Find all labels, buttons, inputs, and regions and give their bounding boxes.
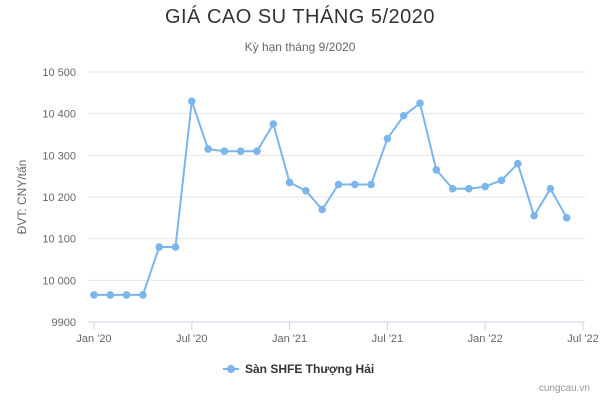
- data-point: [285, 178, 294, 187]
- data-point: [351, 180, 359, 189]
- data-point: [253, 147, 261, 155]
- data-point: [204, 145, 212, 153]
- legend-symbol-marker: [227, 365, 235, 373]
- x-tick-label: Jan '22: [468, 333, 503, 345]
- chart-title: GIÁ CAO SU THÁNG 5/2020: [164, 6, 436, 28]
- data-point: [497, 176, 506, 185]
- data-point: [383, 134, 392, 143]
- data-point: [399, 111, 408, 120]
- data-point: [367, 180, 375, 189]
- data-point: [302, 186, 310, 195]
- data-point: [481, 182, 490, 191]
- data-point: [188, 97, 196, 105]
- data-point: [171, 243, 180, 251]
- data-point: [465, 184, 473, 193]
- data-point: [514, 159, 522, 168]
- x-tick-label: Jan '20: [76, 333, 111, 345]
- data-point: [269, 120, 278, 128]
- data-point: [334, 180, 343, 189]
- x-tick-label: Jan '21: [272, 333, 307, 345]
- data-point: [432, 166, 441, 174]
- data-point: [155, 243, 163, 251]
- y-tick-label: 10 200: [42, 192, 76, 204]
- y-tick-label: 10 400: [42, 109, 76, 121]
- x-tick-label: Jul '22: [567, 333, 598, 345]
- y-axis-title: ĐVT: CNY/tấn: [15, 160, 29, 235]
- data-point: [139, 291, 147, 299]
- data-point: [90, 291, 98, 299]
- data-point: [220, 147, 229, 155]
- data-point: [236, 147, 245, 155]
- credit-link[interactable]: cungcau.vn: [538, 383, 590, 394]
- y-tick-label: 10 300: [42, 150, 76, 162]
- chart-subtitle: Kỳ hạn tháng 9/2020: [244, 40, 356, 54]
- data-point: [106, 291, 115, 299]
- data-point: [546, 184, 555, 193]
- data-point: [318, 205, 327, 214]
- y-tick-label: 9900: [52, 317, 76, 329]
- data-point: [448, 184, 457, 193]
- x-tick-label: Jul '20: [176, 333, 207, 345]
- y-tick-label: 10 500: [42, 67, 76, 79]
- data-point: [122, 291, 131, 299]
- data-point: [562, 214, 571, 222]
- series-line: [94, 100, 568, 296]
- data-point: [416, 99, 424, 108]
- legend-item-label[interactable]: Sàn SHFE Thượng Hải: [245, 362, 374, 376]
- y-tick-label: 10 100: [42, 234, 76, 246]
- y-tick-label: 10 000: [42, 275, 76, 287]
- x-tick-label: Jul '21: [372, 333, 403, 345]
- data-point: [530, 211, 538, 220]
